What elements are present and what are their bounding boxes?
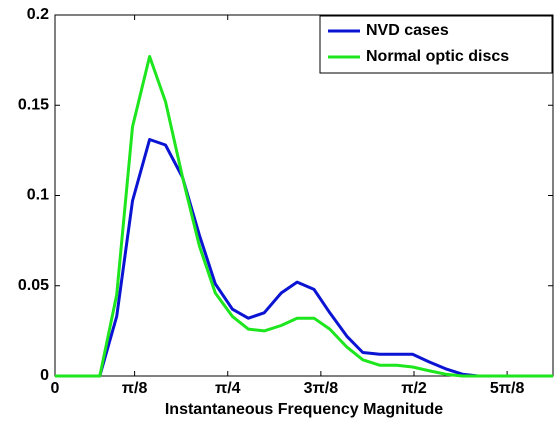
legend-label: NVD cases [366, 22, 449, 39]
y-tick-label: 0.2 [27, 6, 49, 23]
x-tick-label: 5π/8 [490, 380, 525, 397]
y-tick-label: 0.1 [27, 187, 49, 204]
data-line [55, 138, 553, 378]
y-tick-label: 0 [40, 367, 49, 384]
x-tick-label: π/4 [215, 380, 241, 397]
legend-label: Normal optic discs [366, 48, 509, 65]
y-tick-label: 0.05 [18, 277, 49, 294]
y-tick-label: 0.15 [18, 96, 49, 113]
data-line [55, 55, 553, 378]
x-tick-label: π/8 [122, 380, 148, 397]
plot-frame [54, 14, 554, 377]
x-axis-label: Instantaneous Frequency Magnitude [165, 401, 443, 418]
x-tick-label: 0 [51, 380, 60, 397]
legend-box [319, 15, 553, 74]
x-tick-label: π/2 [401, 380, 427, 397]
x-tick-label: 3π/8 [304, 380, 339, 397]
